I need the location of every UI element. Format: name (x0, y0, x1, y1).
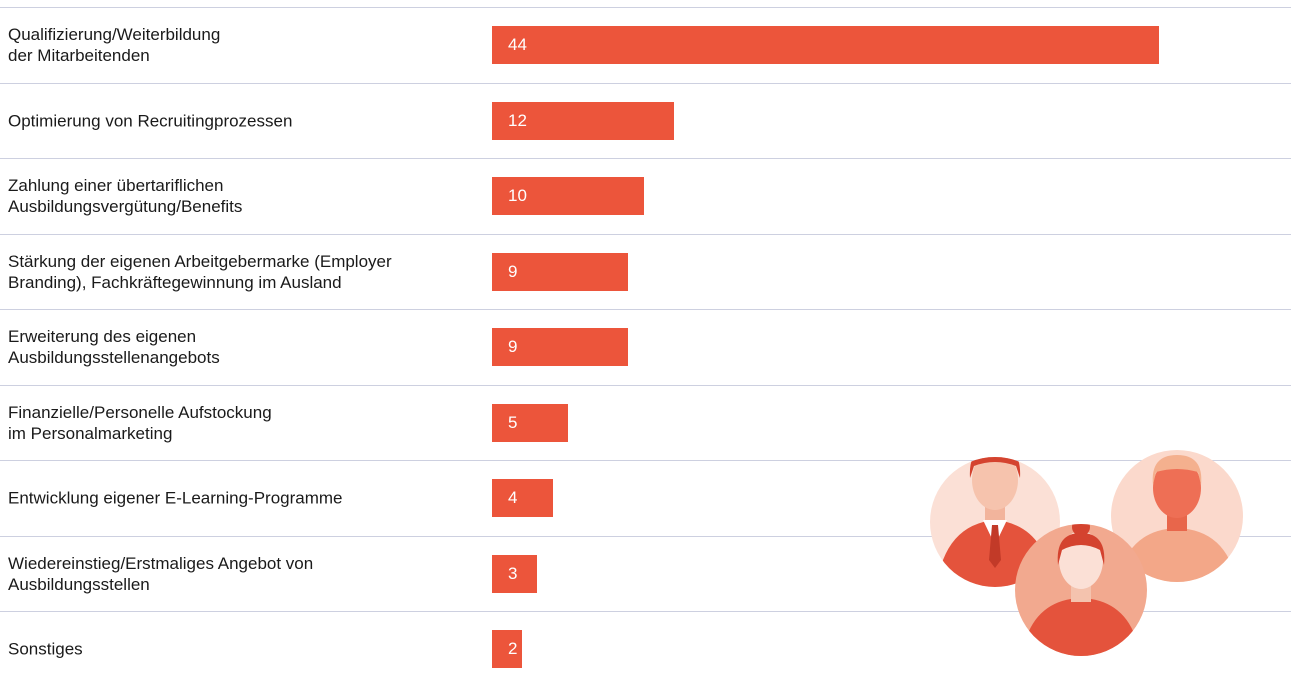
row: Zahlung einer übertariflichen Ausbildung… (0, 158, 1291, 233)
category-label: Optimierung von Recruitingprozessen (8, 111, 293, 130)
row: Erweiterung des eigenen Ausbildungsstell… (0, 309, 1291, 384)
bar: 44 (492, 26, 1159, 64)
value-label: 5 (508, 412, 518, 432)
row: Optimierung von Recruitingprozessen 12 (0, 82, 1291, 158)
row: Sonstiges 2 (0, 611, 1291, 686)
row: Stärkung der eigenen Arbeitgebermarke (E… (0, 233, 1291, 309)
category-label: Stärkung der eigenen Arbeitgebermarke (E… (8, 251, 392, 292)
value-label: 4 (508, 488, 518, 507)
bar: 9 (492, 328, 629, 366)
illustration (930, 450, 1243, 656)
row: Finanzielle/Personelle Aufstockung im Pe… (0, 384, 1291, 460)
bar: 12 (492, 101, 674, 140)
bar: 9 (492, 252, 629, 291)
bar: 3 (492, 554, 538, 593)
category-label: Finanzielle/Personelle Aufstockung im Pe… (8, 402, 272, 443)
bar: 5 (492, 403, 568, 442)
category-label: Sonstiges (8, 639, 83, 659)
category-label: Qualifizierung/Weiterbildung der Mitarbe… (8, 25, 221, 65)
category-label: Wiedereinstieg/Erstmaliges Angebot von A… (8, 553, 314, 594)
row: Entwicklung eigener E-Learning-Programme… (0, 460, 1291, 535)
bar: 2 (492, 630, 523, 668)
value-label: 44 (508, 35, 527, 54)
value-label: 9 (508, 337, 518, 356)
value-label: 12 (508, 110, 527, 130)
category-label: Erweiterung des eigenen Ausbildungsstell… (8, 327, 220, 367)
value-label: 10 (508, 186, 527, 205)
row: Qualifizierung/Weiterbildung der Mitarbe… (0, 7, 1291, 82)
value-label: 3 (508, 563, 518, 583)
category-label: Zahlung einer übertariflichen Ausbildung… (8, 176, 243, 216)
category-label: Entwicklung eigener E-Learning-Programme (8, 488, 343, 508)
bar: 10 (492, 177, 644, 215)
row: Wiedereinstieg/Erstmaliges Angebot von A… (0, 535, 1291, 611)
value-label: 2 (508, 639, 518, 658)
value-label: 9 (508, 261, 518, 281)
bar: 4 (492, 479, 553, 517)
